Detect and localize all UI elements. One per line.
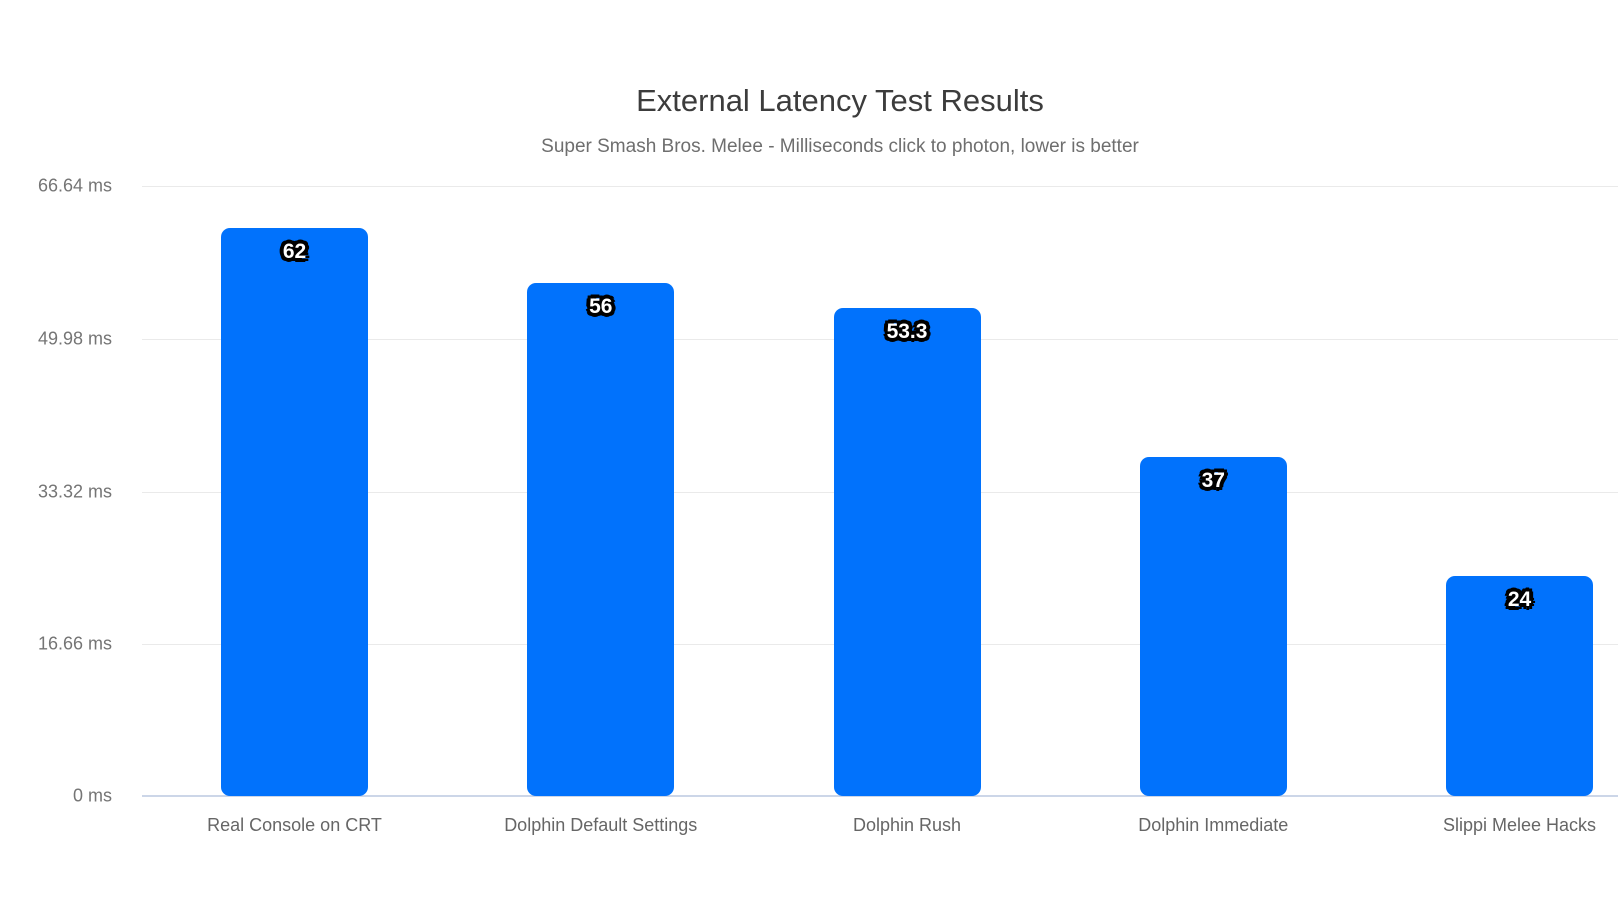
bar-value-label: 56: [589, 295, 613, 319]
bar-value-label: 62: [282, 240, 307, 264]
bar-dolphin-default-settings[interactable]: 56: [527, 283, 675, 796]
gridline: [142, 186, 1618, 187]
bar-value-label: 24: [1507, 588, 1532, 612]
bar-dolphin-rush[interactable]: 53.3: [833, 308, 981, 796]
y-tick-label: 66.64 ms: [37, 175, 112, 196]
bar-value-label: 37: [1201, 469, 1225, 493]
x-tick-label: Dolphin Default Settings: [504, 815, 698, 835]
y-tick-label: 0 ms: [72, 785, 112, 806]
y-tick-label: 33.32 ms: [37, 481, 112, 502]
y-tick-label: 49.98 ms: [37, 328, 112, 349]
bar-dolphin-immediate[interactable]: 37: [1139, 457, 1287, 796]
bar-value-label: 53.3: [886, 320, 928, 344]
chart-title: External Latency Test Results: [636, 83, 1044, 118]
y-tick-label: 16.66 ms: [37, 633, 112, 654]
chart-subtitle: Super Smash Bros. Melee - Milliseconds c…: [541, 136, 1139, 157]
bar-real-console-on-crt[interactable]: 62: [221, 228, 368, 796]
x-tick-label: Real Console on CRT: [207, 815, 382, 835]
x-tick-label: Dolphin Immediate: [1138, 815, 1289, 835]
x-axis-line: [142, 795, 1618, 797]
x-tick-label: Dolphin Rush: [852, 815, 962, 835]
x-tick-label: Slippi Melee Hacks: [1442, 815, 1597, 835]
bar-slippi-melee-hacks[interactable]: 24: [1446, 576, 1593, 796]
